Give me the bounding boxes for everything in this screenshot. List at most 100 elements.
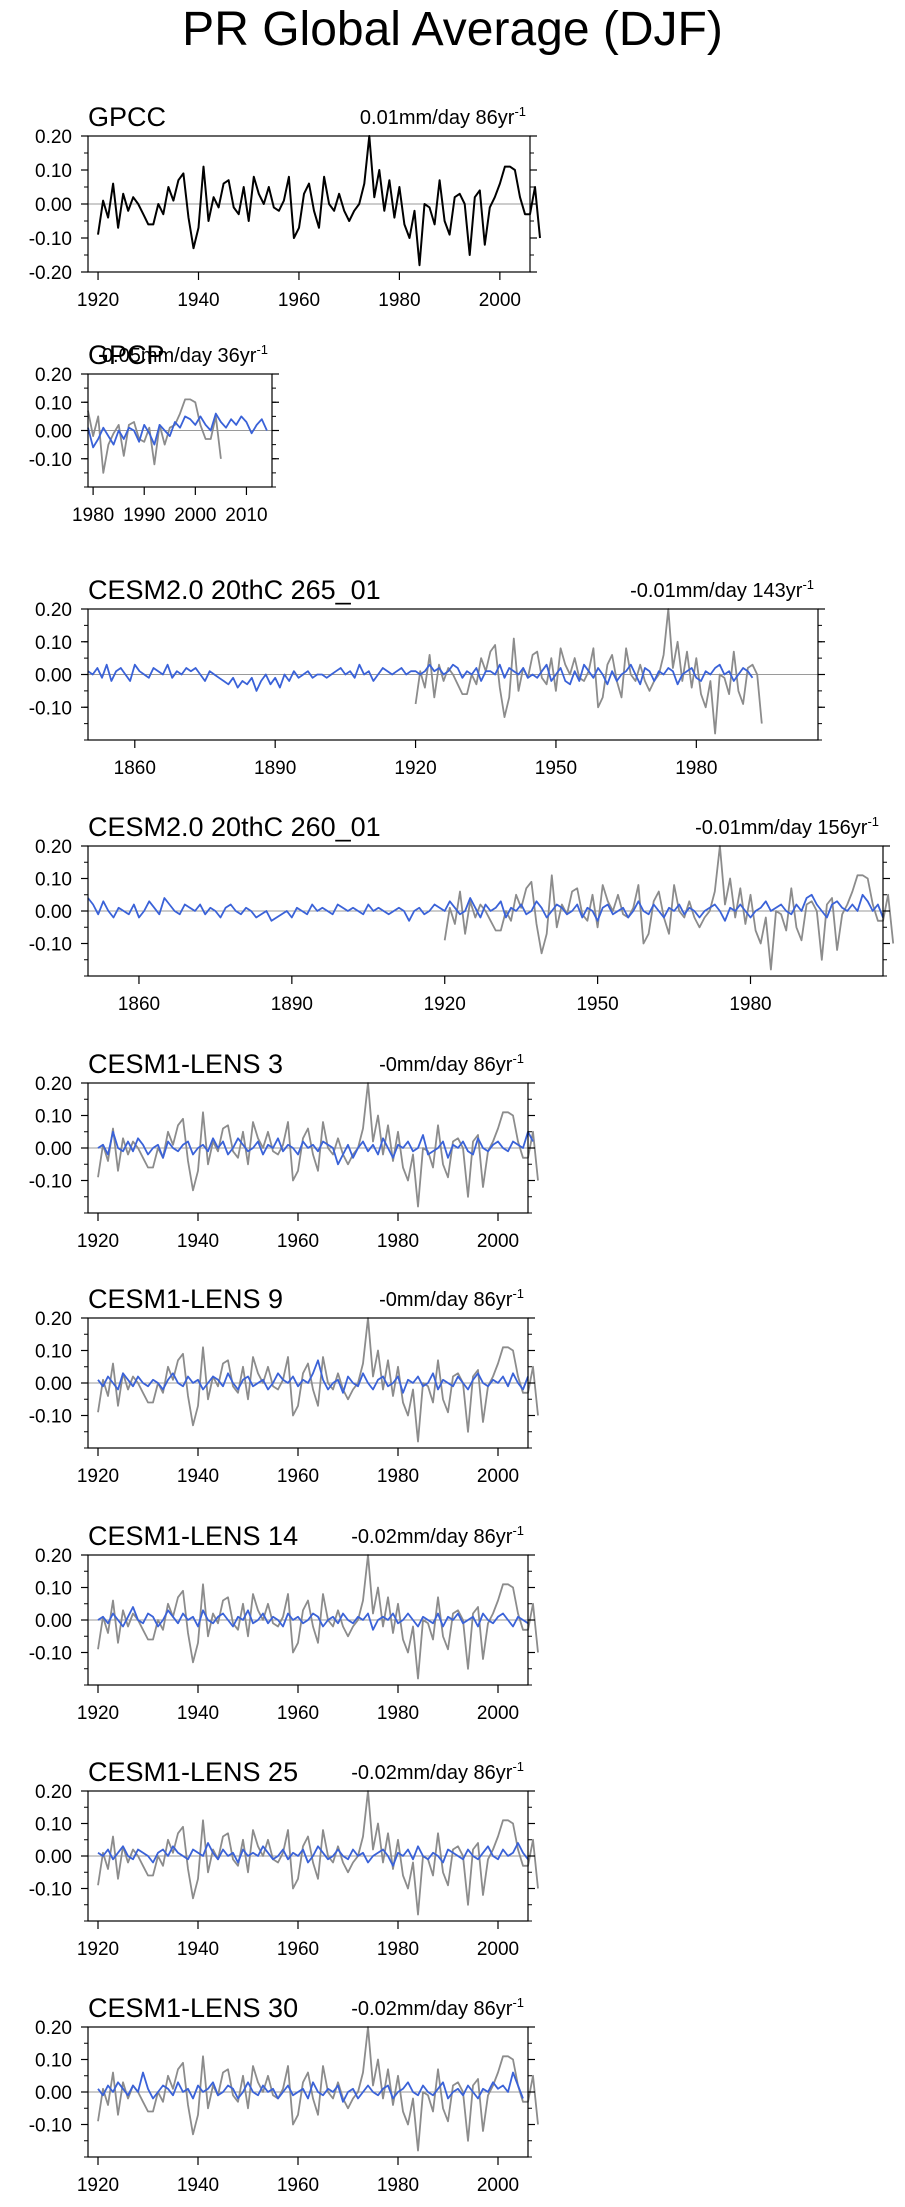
- y-tick-label: -0.10: [29, 229, 72, 250]
- x-tick-label: 1980: [377, 1231, 419, 1252]
- panel-8: -0.10 0.00 0.10 0.20 1920 1940 1960 1980 2000 CES…: [29, 1757, 539, 1960]
- y-tick-label: 0.00: [35, 1611, 72, 1632]
- x-tick-label: 1960: [278, 290, 320, 311]
- trend-superscript: -1: [512, 1759, 524, 1774]
- x-tick-label: 1960: [277, 2175, 319, 2196]
- x-tick-label: 1960: [277, 1231, 319, 1252]
- trend-superscript: -1: [867, 814, 879, 829]
- y-tick-label: 0.00: [35, 1374, 72, 1395]
- y-tick-label: -0.20: [29, 263, 72, 284]
- y-tick-label: 0.20: [35, 1782, 72, 1803]
- panel-3: -0.10 0.00 0.10 0.20 1860 1890 1920 1950 1980 CES…: [29, 575, 825, 779]
- x-tick-label: 2010: [225, 505, 267, 526]
- model-series-line: [87, 663, 754, 692]
- panel-name: GPCP: [88, 340, 165, 370]
- y-tick-label: -0.10: [29, 698, 72, 719]
- panel-name: CESM1-LENS 25: [88, 1757, 298, 1787]
- y-tick-label: 0.20: [35, 127, 72, 148]
- panel-2: -0.10 0.00 0.10 0.20 1980 1990 2000 2010 GPCP0.0…: [29, 340, 279, 526]
- trend-label: 0.05mm/day 36yr-1: [102, 342, 268, 367]
- trend-label: -0mm/day 86yr-1: [379, 1286, 524, 1311]
- panel-name: CESM1-LENS 9: [88, 1284, 283, 1314]
- trend-label: -0.01mm/day 156yr-1: [695, 814, 879, 839]
- trend-label: -0.02mm/day 86yr-1: [351, 1523, 524, 1548]
- y-tick-label: 0.20: [35, 837, 72, 858]
- x-tick-label: 1920: [77, 2175, 119, 2196]
- y-tick-label: 0.00: [35, 195, 72, 216]
- x-tick-label: 1980: [377, 1939, 419, 1960]
- model-series-line: [97, 1130, 534, 1166]
- y-tick-label: 0.10: [35, 1579, 72, 1600]
- x-tick-label: 1920: [77, 1939, 119, 1960]
- panel-name: CESM1-LENS 14: [88, 1521, 298, 1551]
- y-tick-label: 0.20: [35, 365, 72, 386]
- observed-series-line: [97, 135, 541, 267]
- y-tick-label: 0.00: [35, 422, 72, 443]
- panel-name: CESM2.0 20thC 265_01: [88, 575, 381, 605]
- x-tick-label: 1960: [277, 1466, 319, 1487]
- trend-superscript: -1: [256, 342, 268, 357]
- y-tick-label: -0.10: [29, 935, 72, 956]
- panel-name: CESM2.0 20thC 260_01: [88, 812, 381, 842]
- x-tick-label: 1960: [277, 1939, 319, 1960]
- panel-1: -0.20 -0.10 0.00 0.10 0.20 1920 1940 1960 1980 20…: [29, 102, 541, 311]
- x-tick-label: 1980: [675, 758, 717, 779]
- x-tick-label: 1920: [394, 758, 436, 779]
- trend-label: -0.01mm/day 143yr-1: [630, 577, 814, 602]
- x-tick-label: 2000: [477, 1231, 519, 1252]
- x-tick-label: 2000: [477, 1939, 519, 1960]
- panel-name: GPCC: [88, 102, 166, 132]
- x-tick-label: 1980: [377, 1703, 419, 1724]
- x-tick-label: 1980: [377, 2175, 419, 2196]
- y-tick-label: 0.00: [35, 1139, 72, 1160]
- y-tick-label: -0.10: [29, 1172, 72, 1193]
- panel-6: -0.10 0.00 0.10 0.20 1920 1940 1960 1980 2000 CES…: [29, 1284, 539, 1487]
- page-title: PR Global Average (DJF): [182, 3, 723, 56]
- model-series-line: [87, 412, 268, 449]
- y-tick-label: 0.20: [35, 1309, 72, 1330]
- x-tick-label: 2000: [479, 290, 521, 311]
- trend-superscript: -1: [512, 1286, 524, 1301]
- y-tick-label: 0.00: [35, 2083, 72, 2104]
- y-tick-label: 0.00: [35, 666, 72, 687]
- panel-9: -0.10 0.00 0.10 0.20 1920 1940 1960 1980 2000 CES…: [29, 1993, 539, 2196]
- x-tick-label: 1940: [177, 290, 219, 311]
- y-tick-label: -0.10: [29, 1644, 72, 1665]
- x-tick-label: 1940: [177, 2175, 219, 2196]
- trend-superscript: -1: [512, 1995, 524, 2010]
- y-tick-label: -0.10: [29, 1880, 72, 1901]
- x-tick-label: 1920: [77, 1703, 119, 1724]
- y-tick-label: 0.00: [35, 1847, 72, 1868]
- y-tick-label: 0.10: [35, 870, 72, 891]
- y-tick-label: 0.20: [35, 1074, 72, 1095]
- model-series-line: [97, 1606, 529, 1631]
- trend-label: -0.02mm/day 86yr-1: [351, 1759, 524, 1784]
- model-series-line: [87, 893, 884, 922]
- x-tick-label: 1980: [378, 290, 420, 311]
- x-tick-label: 1980: [729, 994, 771, 1015]
- x-tick-label: 2000: [477, 2175, 519, 2196]
- x-tick-label: 1890: [271, 994, 313, 1015]
- panel-name: CESM1-LENS 3: [88, 1049, 283, 1079]
- y-tick-label: -0.10: [29, 1407, 72, 1428]
- x-tick-label: 1940: [177, 1703, 219, 1724]
- x-tick-label: 1950: [535, 758, 577, 779]
- y-tick-label: 0.20: [35, 1546, 72, 1567]
- trend-label: 0.01mm/day 86yr-1: [360, 104, 526, 129]
- y-tick-label: 0.10: [35, 161, 72, 182]
- x-tick-label: 1890: [254, 758, 296, 779]
- x-tick-label: 1920: [424, 994, 466, 1015]
- x-tick-label: 2000: [174, 505, 216, 526]
- model-series-line: [97, 2071, 524, 2103]
- x-tick-label: 1940: [177, 1466, 219, 1487]
- x-tick-label: 2000: [477, 1703, 519, 1724]
- y-tick-label: 0.10: [35, 1342, 72, 1363]
- y-tick-label: 0.10: [35, 2051, 72, 2072]
- x-tick-label: 1950: [576, 994, 618, 1015]
- y-tick-label: -0.10: [29, 2116, 72, 2137]
- model-series-line: [97, 1359, 529, 1394]
- observed-series-line: [443, 845, 895, 971]
- trend-label: -0mm/day 86yr-1: [379, 1051, 524, 1076]
- model-series-line: [97, 1842, 529, 1867]
